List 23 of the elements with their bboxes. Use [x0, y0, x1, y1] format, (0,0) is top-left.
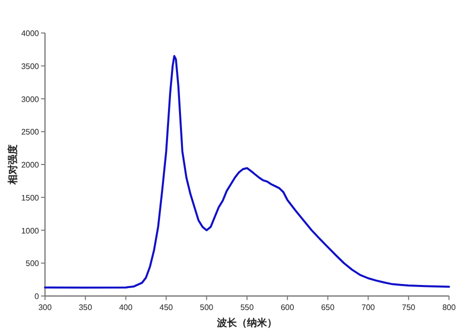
y-tick-label: 3500 — [21, 62, 40, 71]
y-tick-label: 2000 — [21, 160, 40, 170]
y-tick-label: 1500 — [21, 193, 40, 202]
y-tick-label: 500 — [26, 259, 40, 268]
y-tick-label: 1000 — [21, 226, 40, 236]
x-tick-label: 300 — [38, 303, 52, 312]
x-tick-label: 500 — [200, 303, 214, 312]
y-tick-label: 4000 — [21, 29, 40, 38]
line-series — [44, 55, 450, 289]
x-tick-label: 400 — [119, 303, 134, 312]
y-tick-label: 3000 — [21, 94, 40, 104]
x-tick-label: 800 — [442, 303, 456, 312]
x-tick-label: 600 — [280, 303, 295, 312]
x-tick-label: 750 — [402, 303, 416, 312]
x-tick-label: 700 — [362, 303, 376, 312]
x-tick-label: 550 — [240, 303, 254, 312]
x-tick-label: 650 — [321, 303, 336, 312]
x-tick-label: 350 — [78, 303, 93, 312]
y-tick-label: 0 — [34, 292, 40, 301]
x-tick-label: 450 — [160, 303, 174, 312]
y-tick-label: 2500 — [21, 128, 40, 137]
y-axis-title: 相对强度 — [7, 144, 19, 186]
x-axis-title: 波长（纳米） — [216, 317, 277, 329]
